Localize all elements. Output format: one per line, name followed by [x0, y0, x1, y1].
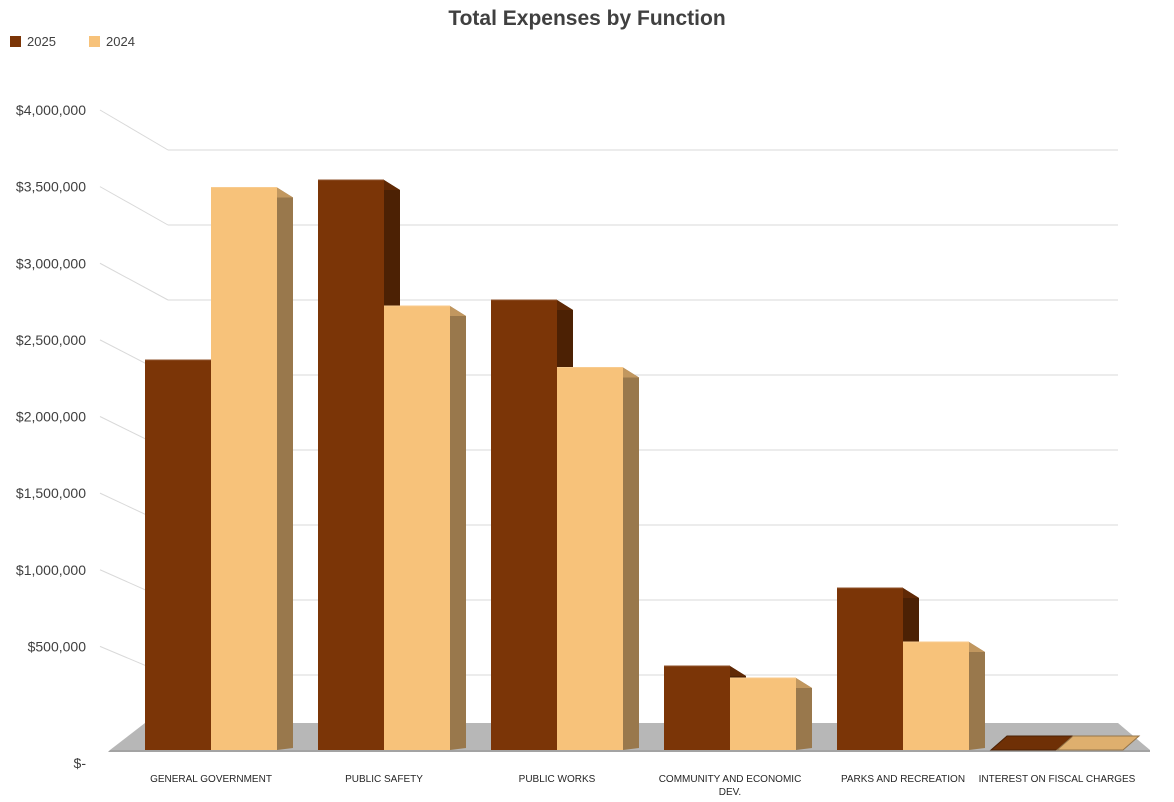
bar — [557, 367, 623, 750]
legend: 2025 2024 — [10, 34, 135, 49]
bar — [318, 180, 384, 750]
bar-side — [450, 306, 466, 750]
legend-swatch-2024 — [89, 36, 100, 47]
bar — [837, 588, 903, 750]
x-tick-label: INTEREST ON FISCAL CHARGES — [979, 774, 1136, 785]
floor-edge — [108, 750, 1150, 752]
y-tick-label: $1,000,000 — [16, 562, 86, 578]
x-tick-label: PUBLIC WORKS — [519, 774, 596, 785]
gridline-side — [99, 186, 169, 226]
x-tick-label: GENERAL GOVERNMENT — [150, 774, 272, 785]
bar-side — [623, 367, 639, 750]
bars — [145, 179, 1141, 751]
y-tick-label: $500,000 — [28, 638, 87, 654]
legend-label-2024: 2024 — [106, 34, 135, 49]
bar — [903, 642, 969, 750]
y-axis-ticks: $- $500,000 $1,000,000 $1,500,000 $2,000,000… — [16, 102, 86, 771]
x-tick-label: PUBLIC SAFETY — [345, 774, 423, 785]
x-tick-label: COMMUNITY AND ECONOMIC DEV. — [659, 774, 802, 798]
x-tick-label: PARKS AND RECREATION — [841, 774, 965, 785]
x-axis-ticks: GENERAL GOVERNMENT PUBLIC SAFETY PUBLIC WO… — [150, 774, 1136, 798]
bar — [730, 678, 796, 750]
bar-side — [969, 642, 985, 750]
y-tick-label: $1,500,000 — [16, 485, 86, 501]
legend-label-2025: 2025 — [27, 34, 56, 49]
bar — [664, 666, 730, 750]
bar-top — [1055, 735, 1141, 751]
y-tick-label: $2,000,000 — [16, 409, 86, 425]
legend-swatch-2025 — [10, 36, 21, 47]
bar — [491, 300, 557, 750]
bar — [145, 360, 211, 750]
gridline-side — [99, 109, 169, 151]
bar — [211, 187, 277, 750]
y-tick-label: $4,000,000 — [16, 102, 86, 118]
y-tick-label: $2,500,000 — [16, 332, 86, 348]
bar-side — [277, 187, 293, 750]
y-tick-label: $- — [74, 755, 87, 771]
chart-title: Total Expenses by Function — [448, 7, 725, 30]
y-tick-label: $3,000,000 — [16, 255, 86, 271]
gridline-side — [99, 262, 169, 301]
bar — [384, 306, 450, 750]
bar-side — [796, 678, 812, 750]
y-tick-label: $3,500,000 — [16, 179, 86, 195]
